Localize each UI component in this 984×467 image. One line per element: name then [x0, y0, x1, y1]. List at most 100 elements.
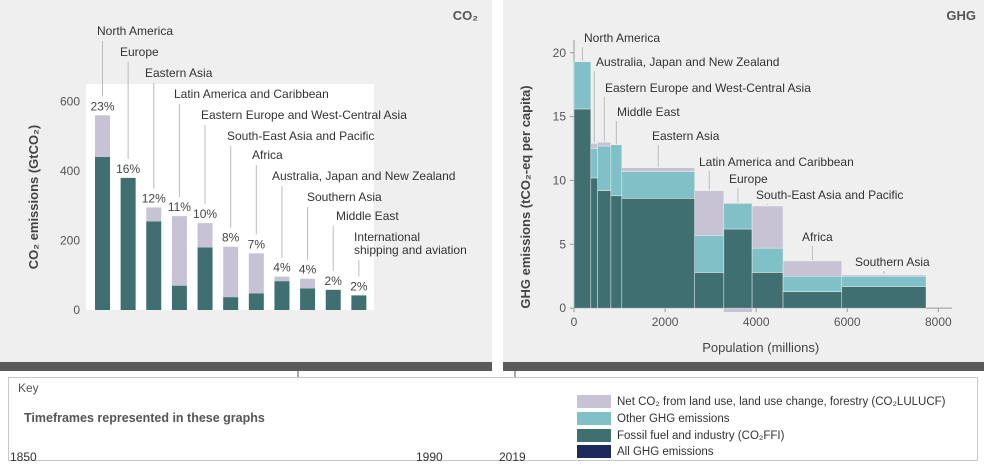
timeline-end-year: 2019 [499, 450, 526, 464]
timeline-start-year: 1850 [10, 450, 37, 464]
co2-bar-middle-east: 2% Middle East [325, 209, 399, 310]
legend-label-all-ghg: All GHG emissions [617, 445, 714, 458]
co2-bar-southern-asia: 4% Southern Asia [299, 190, 382, 310]
co2-bar-ffi-segment [351, 295, 367, 310]
co2-bar-europe: 16% Europe [116, 45, 159, 310]
ghg-ffi-segment [590, 177, 598, 309]
ghg-lulucf-segment [782, 260, 843, 277]
co2-bar-australia-japan-and-new-zealand: 4% Australia, Japan and New Zealand [272, 169, 455, 310]
co2-bottom-band [0, 362, 492, 371]
legend-swatch-other-ghg [577, 412, 611, 425]
co2-bar-south-east-asia-and-pacific: 8% South-East Asia and Pacific [222, 129, 374, 310]
co2-bar-lulucf-segment [146, 207, 162, 222]
co2-category-label: Europe [120, 45, 159, 59]
ghg-lulucf-segment [597, 141, 612, 147]
ghg-other-segment [841, 275, 927, 287]
timeframe-heading: Timeframes represented in these graphs [24, 411, 265, 425]
co2-bar-eastern-asia: 12% Eastern Asia [142, 66, 213, 310]
ghg-y-tick-label: 15 [553, 110, 567, 124]
ghg-other-segment [590, 148, 598, 179]
ghg-other-segment [573, 61, 592, 110]
co2-bar-international-shipping-and-aviation: 2% International shipping and aviation [350, 230, 467, 310]
key-title: Key [18, 381, 39, 395]
ghg-other-segment [782, 275, 843, 292]
co2-share-label: 23% [90, 99, 114, 113]
legend-swatch-ffi [577, 429, 611, 442]
legend-label-other-ghg: Other GHG emissions [617, 412, 730, 425]
ghg-region-label: Southern Asia [855, 255, 930, 269]
co2-y-axis: 0 200 400 600 [60, 94, 80, 317]
co2-bar-lulucf-segment [95, 115, 110, 158]
co2-bar-ffi-segment [274, 281, 290, 310]
co2-share-label: 4% [299, 263, 317, 277]
legend-label-ffi: Fossil fuel and industry (CO₂FFI) [617, 429, 785, 442]
ghg-region-label: Europe [729, 172, 768, 186]
ghg-lulucf-segment [751, 205, 784, 249]
ghg-region-label: Latin America and Caribbean [699, 155, 854, 169]
ghg-y-tick-label: 20 [553, 46, 567, 60]
ghg-y-tick-label: 5 [559, 237, 566, 251]
legend-item-all-ghg: All GHG emissions [577, 444, 714, 459]
ghg-bottom-band [503, 362, 984, 371]
co2-share-label: 16% [116, 162, 140, 176]
ghg-x-tick-label: 0 [571, 315, 578, 329]
co2-bar-ffi-segment [300, 288, 316, 310]
co2-category-label: Latin America and Caribbean [174, 87, 329, 101]
co2-category-label: Southern Asia [307, 190, 382, 204]
co2-category-label: Eastern Europe and West-Central Asia [201, 108, 407, 122]
co2-y-tick-label: 200 [60, 233, 80, 247]
co2-bar-ffi-segment [95, 157, 110, 310]
ghg-region-europe: Europe [723, 172, 768, 312]
ghg-ffi-segment [751, 272, 784, 309]
co2-bar-ffi-segment [223, 297, 239, 310]
ghg-region-label: Eastern Asia [652, 129, 720, 143]
co2-bar-lulucf-segment [274, 276, 290, 282]
co2-share-label: 10% [193, 207, 217, 221]
co2-bar-lulucf-segment [300, 278, 316, 289]
co2-panel-tag: CO₂ [452, 8, 478, 23]
co2-category-label: Africa [252, 148, 283, 162]
co2-share-label: 2% [325, 274, 343, 288]
co2-share-label: 4% [273, 261, 291, 275]
co2-category-label: Eastern Asia [145, 66, 213, 80]
co2-bar-ffi-segment [120, 177, 136, 310]
co2-bar-latin-america-and-caribbean: 11% Latin America and Caribbean [168, 87, 329, 310]
co2-bar-lulucf-segment [197, 223, 213, 248]
co2-bar-africa: 7% Africa [248, 148, 283, 310]
ghg-region-label: Australia, Japan and New Zealand [596, 55, 779, 69]
co2-share-label: 7% [248, 237, 266, 251]
ghg-other-segment [610, 144, 623, 197]
ghg-x-axis-label: Population (millions) [702, 340, 819, 355]
co2-bar-ffi-segment [146, 221, 162, 310]
ghg-x-tick-label: 2000 [652, 315, 679, 329]
ghg-other-segment [751, 247, 784, 273]
co2-y-tick-label: 400 [60, 164, 80, 178]
ghg-panel-tag: GHG [946, 8, 976, 23]
ghg-ffi-segment [694, 272, 725, 309]
co2-bar-lulucf-segment [223, 246, 239, 298]
co2-y-tick-label: 0 [73, 303, 80, 317]
ghg-ffi-segment [621, 198, 695, 309]
co2-bar-ffi-segment [171, 285, 187, 310]
ghg-region-label: Eastern Europe and West-Central Asia [605, 81, 811, 95]
ghg-lulucf-negative-segment [723, 308, 753, 312]
key-box [8, 377, 978, 461]
co2-bar-ffi-segment [197, 247, 213, 310]
ghg-region-eastern-asia: Eastern Asia [621, 129, 720, 309]
ghg-region-label: Middle East [617, 105, 680, 119]
ghg-region-south-east-asia-and-pacific: South-East Asia and Pacific [751, 188, 903, 309]
ghg-lulucf-segment [590, 143, 598, 149]
ghg-other-segment [723, 203, 753, 230]
co2-bar-lulucf-segment [248, 253, 264, 294]
legend-item-ffi: Fossil fuel and industry (CO₂FFI) [577, 428, 784, 443]
ghg-ffi-segment [573, 108, 592, 309]
ghg-lulucf-segment [694, 190, 725, 236]
legend-label-lulucf: Net CO₂ from land use, land use change, … [617, 395, 946, 408]
co2-bar-north-america: 23% North America [90, 24, 173, 310]
ghg-region-north-america: North America [573, 31, 660, 309]
ghg-region-africa: Africa [782, 230, 843, 309]
ghg-other-segment [694, 235, 725, 273]
ghg-x-tick-label: 4000 [743, 315, 770, 329]
ghg-lulucf-segment [841, 274, 927, 277]
ghg-ffi-segment [610, 195, 623, 309]
